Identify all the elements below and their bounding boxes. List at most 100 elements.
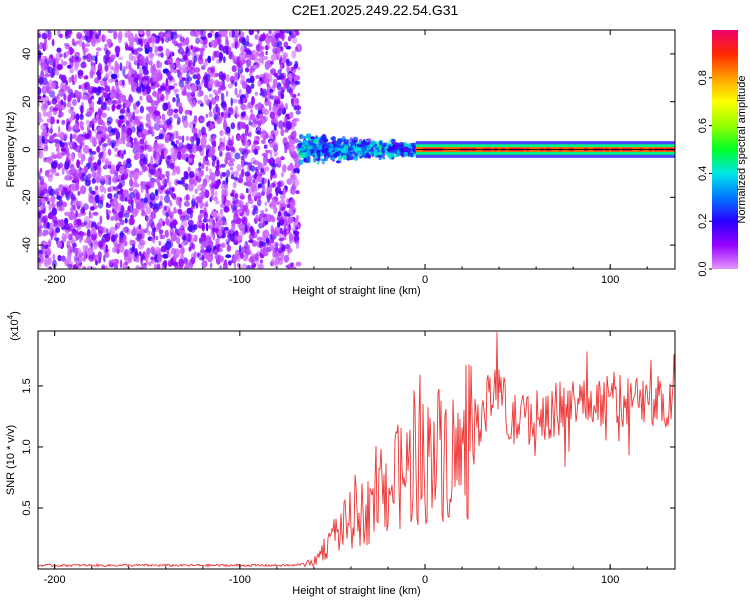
heatmap-cell — [148, 146, 153, 153]
heatmap-cell — [288, 72, 293, 82]
heatmap-cell — [149, 109, 154, 118]
heatmap-cell — [273, 151, 279, 157]
heatmap-cell — [222, 180, 226, 185]
heatmap-cell — [315, 135, 318, 140]
heatmap-cell — [154, 110, 161, 116]
heatmap-cell — [138, 30, 144, 35]
heatmap-cell — [56, 201, 59, 208]
heatmap-cell — [264, 96, 268, 103]
heatmap-cell — [134, 33, 138, 43]
heatmap-cell — [115, 130, 121, 140]
heatmap-cell — [38, 210, 42, 219]
heatmap-cell — [79, 236, 82, 244]
heatmap-cell — [70, 200, 74, 207]
heatmap-cell — [95, 176, 101, 184]
heatmap-cell — [77, 191, 81, 196]
heatmap-cell — [211, 160, 215, 168]
x-tick-label: -200 — [44, 274, 66, 286]
heatmap-cell — [38, 187, 41, 197]
heatmap-cell — [154, 83, 160, 88]
heatmap-cell — [162, 253, 169, 259]
colorbar-tick-label: 0.2 — [697, 214, 709, 229]
heatmap-cell — [204, 80, 209, 88]
heatmap-cell — [231, 98, 238, 104]
heatmap-cell — [240, 133, 245, 143]
heatmap-cell — [64, 223, 70, 231]
heatmap-cell — [230, 97, 233, 107]
heatmap-cell — [288, 139, 295, 148]
heatmap-cell — [253, 57, 260, 62]
x-tick-label: 100 — [601, 274, 619, 286]
heatmap-cell — [155, 115, 161, 125]
heatmap-cell — [216, 179, 220, 189]
heatmap-cell — [190, 30, 196, 37]
heatmap-cell — [179, 225, 185, 231]
heatmap-cell — [175, 196, 181, 206]
heatmap-cell — [122, 234, 127, 241]
heatmap-cell — [47, 212, 54, 220]
heatmap-cell — [264, 201, 267, 206]
heatmap-cell — [181, 77, 187, 82]
heatmap-cell — [342, 147, 348, 154]
heatmap-cell — [162, 266, 165, 269]
heatmap-cell — [227, 83, 233, 89]
heatmap-cell — [46, 221, 50, 229]
heatmap-cell — [235, 30, 239, 37]
heatmap-cell — [87, 248, 94, 257]
heatmap-cell — [156, 263, 161, 269]
heatmap-cell — [288, 232, 293, 242]
heatmap-cell — [42, 111, 48, 117]
heatmap-cell — [201, 163, 205, 170]
heatmap-cell — [215, 238, 220, 243]
heatmap-cell — [291, 30, 294, 37]
heatmap-cell — [68, 108, 74, 114]
heatmap-cell — [240, 45, 245, 54]
heatmap-cell — [189, 210, 193, 219]
heatmap-cell — [277, 86, 284, 91]
heatmap-cell — [274, 99, 281, 105]
heatmap-cell — [76, 134, 84, 144]
heatmap-cell — [74, 60, 80, 68]
heatmap-cell — [275, 187, 279, 197]
heatmap-cell — [211, 54, 215, 62]
heatmap-cell — [40, 62, 48, 71]
heatmap-cell — [234, 41, 238, 50]
heatmap-cell — [119, 259, 123, 269]
heatmap-cell — [181, 90, 187, 96]
heatmap-cell — [246, 124, 249, 133]
heatmap-cell — [145, 153, 148, 160]
heatmap-cell — [134, 248, 138, 257]
heatmap-cell — [250, 264, 256, 269]
heatmap-cell — [286, 213, 291, 217]
heatmap-cell — [230, 203, 234, 209]
heatmap-cell — [263, 229, 270, 239]
heatmap-cell — [91, 55, 97, 62]
heatmap-cell — [269, 140, 273, 145]
heatmap-cell — [356, 141, 362, 145]
heatmap-cell — [215, 39, 218, 47]
heatmap-cell — [259, 213, 263, 223]
heatmap-cell — [131, 81, 138, 90]
snr-plot-area — [38, 332, 675, 568]
heatmap-cell — [77, 69, 84, 76]
heatmap-cell — [166, 70, 172, 77]
heatmap-cell — [43, 43, 48, 51]
heatmap-cell — [241, 81, 248, 89]
heatmap-cell — [137, 62, 140, 70]
heatmap-cell — [190, 205, 195, 210]
heatmap-cell — [192, 98, 197, 107]
heatmap-cell — [269, 151, 273, 161]
heatmap-cell — [302, 139, 309, 146]
heatmap-cell — [256, 51, 259, 56]
heatmap-cell — [197, 145, 203, 152]
heatmap-cell — [148, 261, 152, 267]
heatmap-cell — [224, 156, 229, 165]
heatmap-cell — [191, 198, 196, 208]
heatmap-cell — [189, 241, 194, 249]
heatmap-cell — [204, 189, 210, 199]
heatmap-cell — [39, 176, 45, 186]
heatmap-cell — [286, 178, 293, 185]
heatmap-cell — [176, 236, 181, 245]
heatmap-cell — [294, 60, 299, 69]
